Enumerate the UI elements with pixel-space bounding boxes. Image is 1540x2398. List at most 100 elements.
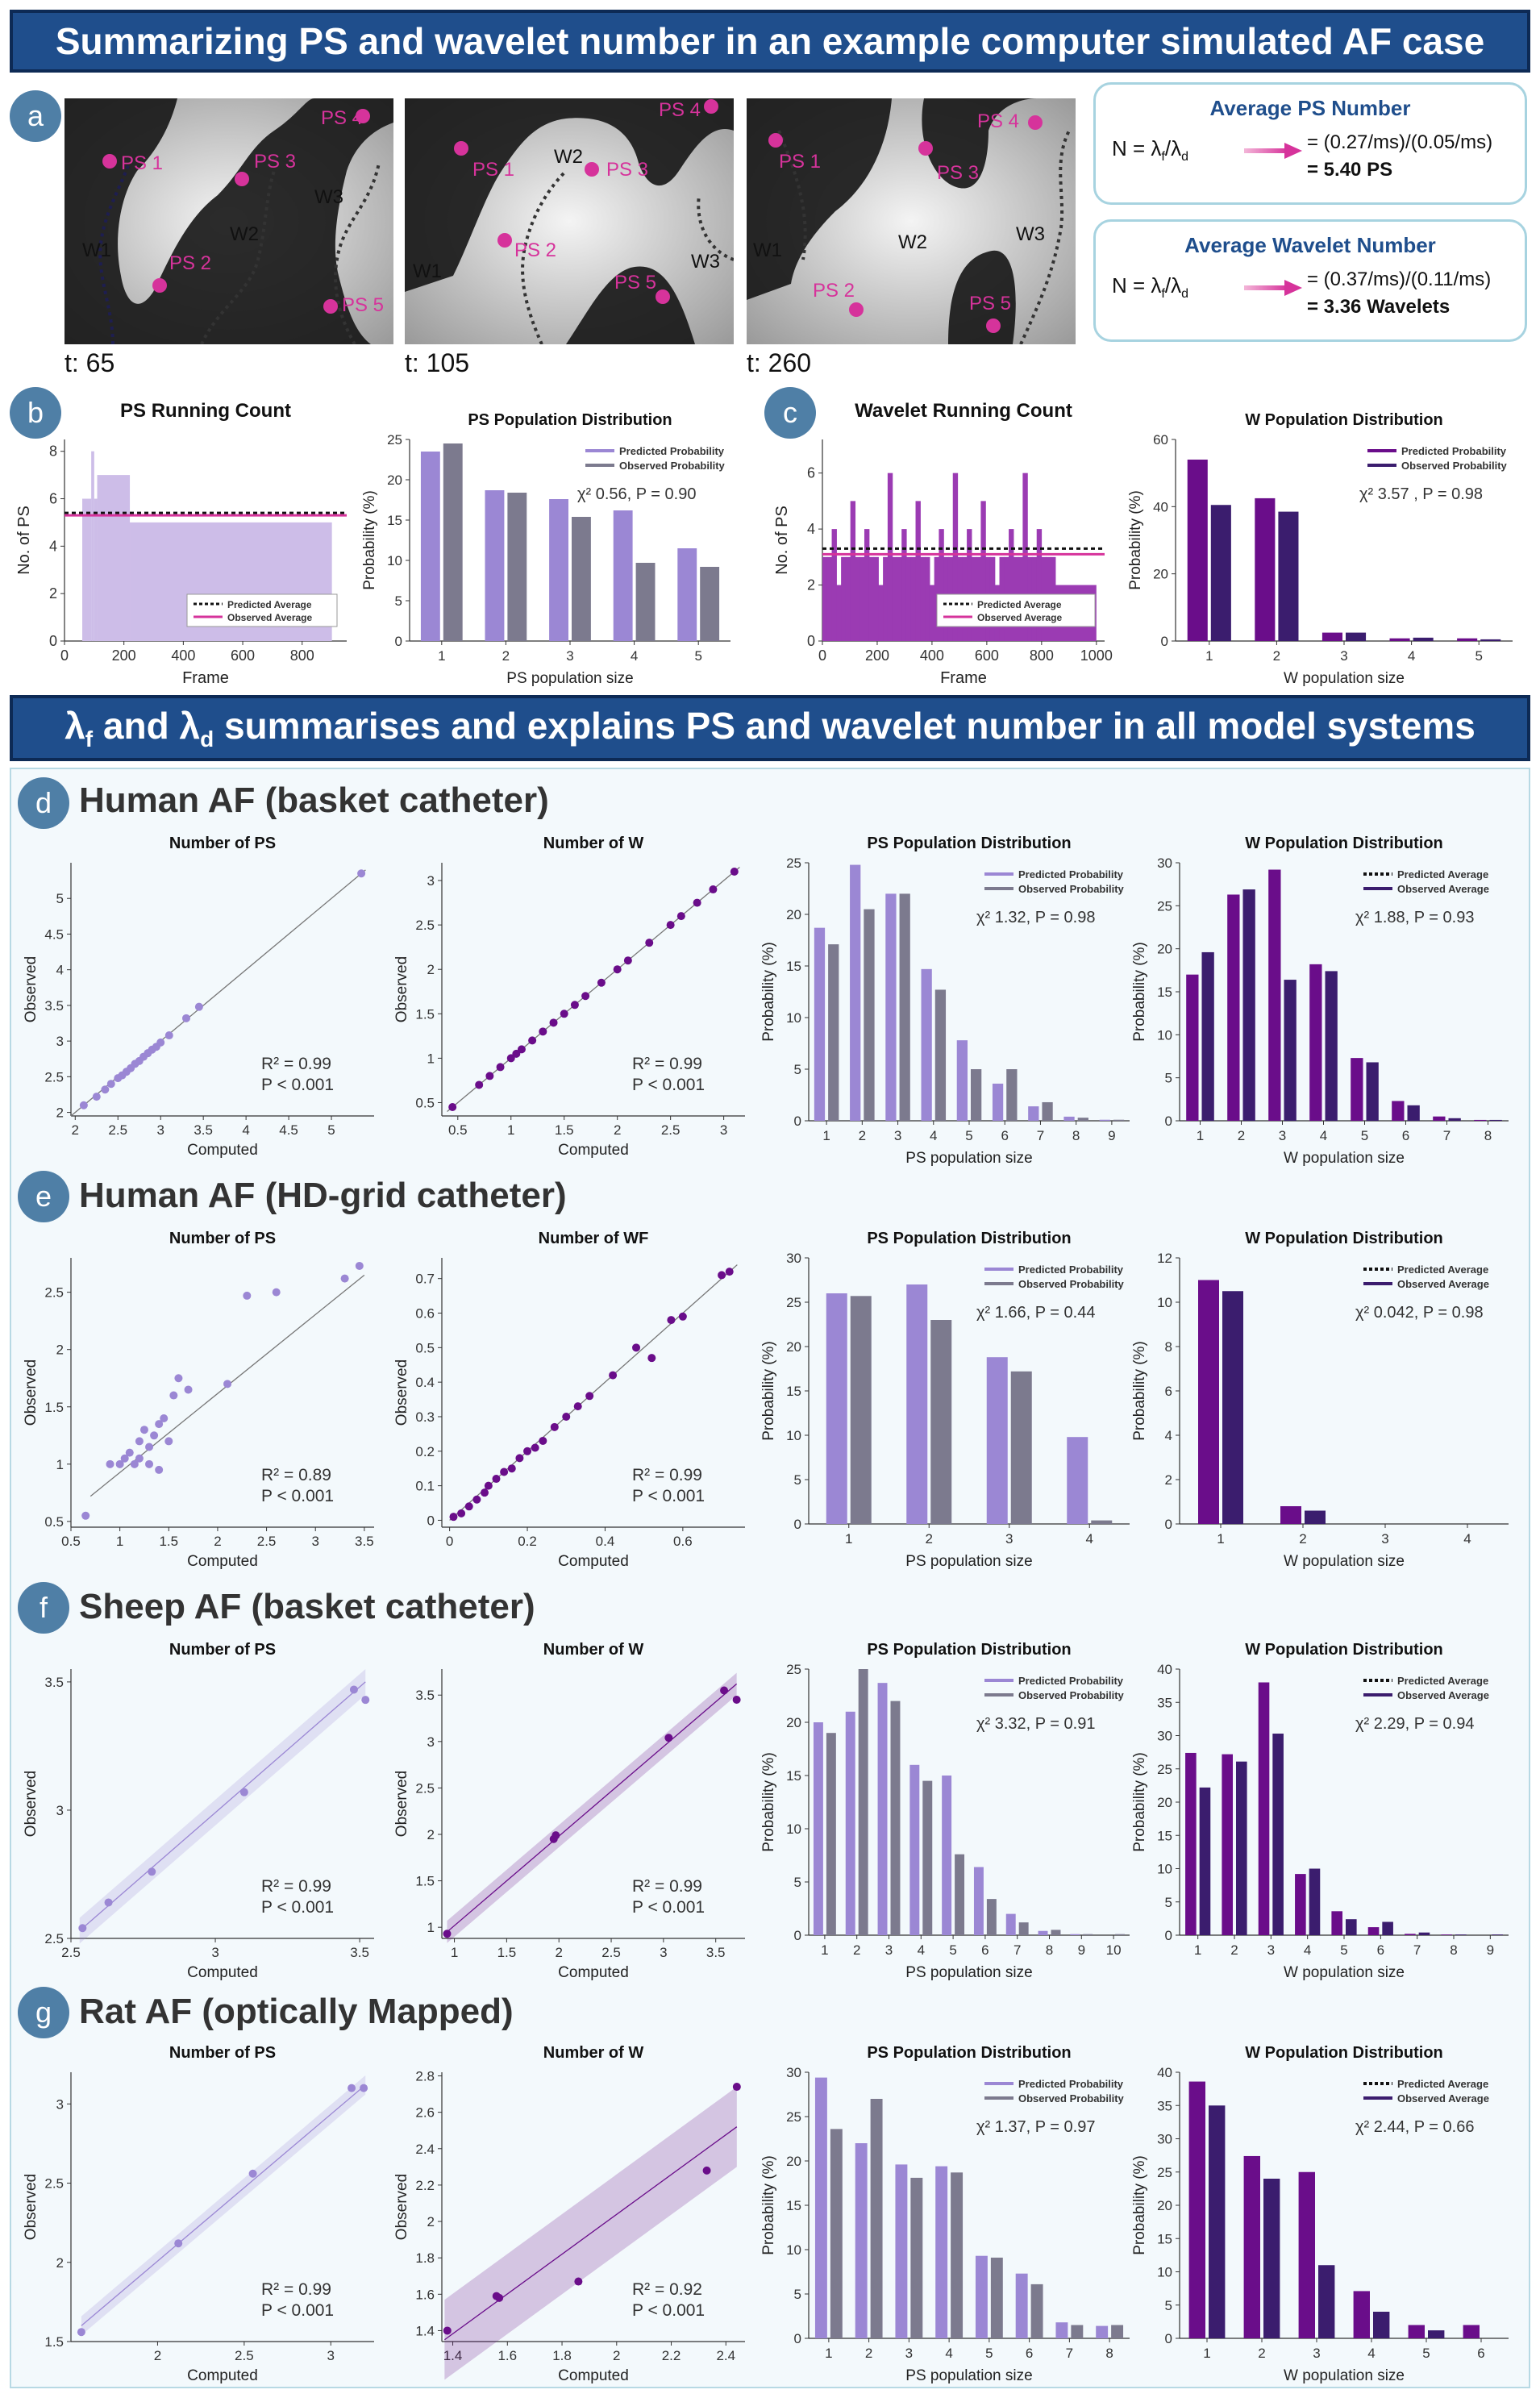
ps-label: PS 5: [969, 293, 1011, 314]
bar-observed-probability: [1113, 1119, 1125, 1121]
y-tick-label: 0: [1165, 1114, 1172, 1129]
data-point: [512, 1049, 521, 1058]
x-tick-label: 8: [1046, 1942, 1053, 1958]
bar-predicted-average: [1405, 1934, 1416, 1935]
x-tick-label: 1: [1194, 1942, 1201, 1958]
y-tick-label: 0.5: [415, 1340, 435, 1355]
y-tick-label: 15: [1157, 1828, 1172, 1843]
data-point: [678, 1312, 687, 1321]
ps-marker: [704, 99, 718, 114]
y-tick-label: 6: [1165, 1384, 1172, 1399]
bar-observed-probability: [1051, 1930, 1061, 1935]
bar-observed-probability: [870, 2099, 883, 2338]
data-point: [101, 1085, 110, 1094]
average-ps-result: = 5.40 PS: [1307, 159, 1393, 181]
count-bar: [864, 529, 870, 641]
x-axis-label: Computed: [187, 1142, 258, 1159]
x-axis-label: W population size: [1284, 1553, 1405, 1570]
data-point: [361, 1696, 370, 1705]
y-tick-label: 25: [387, 432, 402, 448]
data-point: [443, 2326, 452, 2335]
y-axis-label: Probability (%): [1131, 942, 1148, 1042]
y-axis-label: Probability (%): [1131, 1341, 1148, 1441]
ps-label: PS 5: [342, 294, 384, 316]
bar-predicted-average: [1309, 964, 1322, 1121]
data-point: [732, 2083, 741, 2092]
y-tick-label: 25: [786, 1662, 801, 1677]
y-tick-label: 1.8: [415, 2250, 435, 2266]
bar-predicted-average: [1188, 2081, 1205, 2338]
y-tick-label: 3: [427, 1734, 435, 1750]
chart-c-w-population-distribution: W Population Distribution W population si…: [1127, 411, 1513, 687]
bar-predicted-average: [1186, 974, 1199, 1121]
bar-observed-average: [1272, 1734, 1284, 1935]
bar-observed-probability: [955, 1854, 965, 1935]
row-title-g: Rat AF (optically Mapped): [79, 1992, 514, 2031]
x-tick-label: 1000: [1080, 647, 1113, 664]
x-tick-label: 600: [975, 647, 999, 664]
data-point: [528, 1036, 537, 1045]
x-tick-label: 4: [631, 648, 638, 664]
ps-marker: [768, 133, 783, 148]
x-tick-label: 7: [1037, 1128, 1044, 1143]
chart-d-ps-population-distribution: PS Population Distribution PS population …: [760, 835, 1130, 1167]
chart-title: Number of W: [543, 2044, 644, 2062]
bar-observed-probability: [890, 1701, 901, 1935]
bar-predicted-probability: [1015, 2273, 1028, 2338]
snapshot-2: PS 1 PS 2 PS 3 PS 4 PS 5 W1 W2 W3: [405, 98, 734, 344]
average-ps-title: Average PS Number: [1209, 96, 1411, 120]
x-axis-label: W population size: [1284, 1964, 1405, 1981]
fit-line: [447, 867, 740, 1112]
y-axis-label: Probability (%): [361, 490, 378, 590]
bar-predicted-probability: [814, 2077, 827, 2338]
stats-p: P < 0.001: [632, 1076, 705, 1094]
y-axis-label: Probability (%): [1131, 2155, 1148, 2255]
bar-observed-probability: [990, 2257, 1003, 2338]
count-bar: [967, 529, 972, 641]
bar-predicted-probability: [813, 1722, 823, 1935]
legend-label: Observed Probability: [1018, 2092, 1125, 2104]
data-point: [155, 1420, 164, 1429]
ps-marker: [585, 162, 599, 177]
x-tick-label: 2: [555, 1945, 562, 1960]
y-tick-label: 20: [1157, 1795, 1172, 1810]
bar-observed-probability: [1010, 1371, 1032, 1524]
x-axis-label: Computed: [187, 1553, 258, 1570]
y-tick-label: 0: [1161, 634, 1168, 649]
chart-title: Wavelet Running Count: [855, 400, 1072, 422]
data-point: [104, 1898, 113, 1907]
x-tick-label: 3: [885, 1942, 893, 1958]
panel-label-a: a: [10, 90, 61, 142]
data-point: [248, 2169, 257, 2178]
mid-banner-title: λf and λd summarises and explains PS and…: [65, 704, 1475, 752]
chart-g-number-of-w: Number of W Computed Observed 1.4 1.6 1.8 2 2.2…: [393, 2044, 745, 2384]
data-point: [160, 1413, 169, 1422]
bar-predicted-average: [1463, 2325, 1480, 2338]
x-axis-label: Computed: [558, 2367, 629, 2384]
count-bar: [822, 556, 828, 641]
bar-predicted-average: [1268, 869, 1281, 1121]
stats-p: P < 0.001: [261, 1076, 334, 1094]
top-banner-title: Summarizing PS and wavelet number in an …: [55, 20, 1485, 62]
y-axis-label: Observed: [393, 1771, 410, 1837]
count-bar: [892, 556, 898, 641]
y-tick-label: 25: [1157, 2165, 1172, 2180]
bar-observed-probability: [934, 989, 947, 1121]
y-tick-label: 30: [1157, 856, 1172, 871]
legend-label: Observed Probability: [619, 460, 726, 472]
wavelet-label: W1: [413, 260, 442, 282]
x-tick-label: 5: [1340, 1942, 1347, 1958]
x-tick-label: 1: [1203, 2346, 1210, 2361]
y-tick-label: 30: [1157, 1729, 1172, 1744]
x-tick-label: 3: [211, 1945, 219, 1960]
count-bar: [868, 556, 875, 641]
legend-label: Observed Probability: [1401, 460, 1508, 472]
fit-line: [81, 2084, 366, 2326]
y-tick-label: 2: [49, 585, 57, 602]
ps-label: PS 3: [937, 162, 979, 184]
y-tick-label: 10: [1157, 1862, 1172, 1877]
chart-c-wavelet-running-count: Wavelet Running Count Frame No. of PS 0 200 4…: [773, 400, 1113, 687]
bar-predicted-probability: [1321, 632, 1342, 641]
bar-predicted-probability: [877, 1683, 888, 1935]
y-tick-label: 20: [786, 2154, 801, 2169]
